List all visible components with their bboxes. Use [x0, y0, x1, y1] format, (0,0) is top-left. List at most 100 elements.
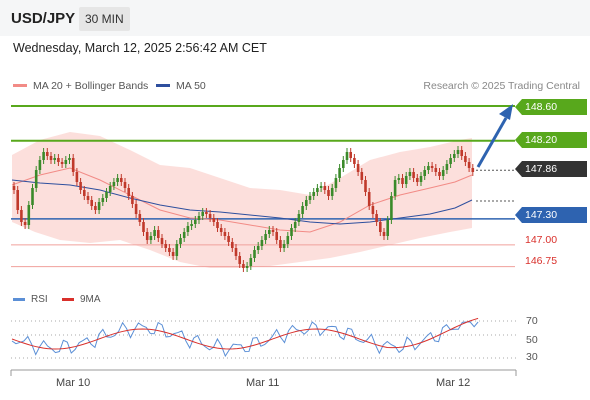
candle-body: [234, 248, 238, 256]
candle-body: [42, 152, 45, 160]
candle-body: [245, 266, 249, 268]
candle-body: [53, 158, 56, 160]
ma20-label: MA 20 + Bollinger Bands: [33, 80, 149, 92]
bollinger-band: [12, 132, 472, 268]
candle-body: [27, 205, 31, 225]
ma20-line: [11, 167, 473, 233]
candle-body: [330, 188, 334, 196]
candle-body: [471, 168, 475, 172]
candle-body: [319, 186, 323, 188]
level-label-148-60: 148.60: [515, 99, 587, 115]
candle-body: [441, 170, 445, 176]
candle-body: [83, 190, 86, 196]
candle-body: [34, 170, 38, 188]
candle-body: [371, 206, 375, 214]
candle-body: [323, 186, 327, 190]
candle-body: [293, 222, 297, 228]
level-label-148-20: 148.20: [515, 132, 587, 148]
candle-body: [275, 232, 278, 240]
candle-body: [112, 182, 116, 186]
candle-body: [353, 158, 356, 164]
candle-body: [393, 180, 397, 196]
candle-body: [145, 232, 149, 240]
candle-body: [256, 246, 260, 250]
candle-body: [260, 240, 264, 246]
rsi-ma9-line: [11, 317, 479, 350]
candle-body: [382, 232, 386, 236]
candle-body: [101, 198, 105, 202]
candle-body: [305, 200, 308, 206]
candle-body: [179, 238, 182, 244]
ma9-swatch: [62, 297, 74, 301]
candle-body: [49, 156, 53, 160]
x-label-mar11: Mar 11: [246, 377, 280, 389]
candle-body: [349, 152, 352, 158]
candle-body: [216, 222, 219, 228]
candle-body: [46, 152, 49, 156]
rsi-label: RSI: [31, 294, 48, 305]
level-label-pivot: 147.30: [515, 207, 587, 223]
candle-body: [20, 210, 23, 222]
candle-body: [16, 190, 19, 210]
candle-body: [453, 154, 456, 158]
candle-body: [186, 226, 190, 232]
candle-body: [438, 172, 441, 176]
rsi-level-50: 50: [526, 334, 538, 346]
level-label-147-00: 147.00: [525, 234, 558, 246]
candle-body: [127, 188, 130, 196]
candle-body: [271, 230, 275, 232]
ma50-line: [11, 179, 473, 225]
candle-body: [334, 178, 338, 188]
candle-body: [23, 222, 27, 225]
source-credit: Research © 2025 Trading Central: [423, 80, 580, 92]
candle-body: [279, 240, 282, 248]
candle-body: [249, 258, 253, 266]
candle-body: [120, 178, 123, 182]
candle-body: [467, 162, 471, 168]
candle-body: [312, 192, 315, 196]
candle-body: [153, 230, 156, 236]
candle-body: [423, 170, 426, 176]
candle-body: [60, 162, 64, 164]
ma9-label: 9MA: [80, 294, 101, 305]
candle-body: [268, 230, 271, 234]
candle-body: [227, 236, 230, 242]
candle-body: [86, 196, 90, 200]
candle-body: [253, 250, 256, 258]
candle-body: [419, 176, 423, 182]
rsi-level-70: 70: [526, 315, 538, 327]
candle-body: [105, 192, 108, 198]
candle-body: [205, 212, 208, 214]
candle-body: [464, 156, 467, 162]
legend-ma50: MA 50: [156, 80, 206, 92]
candle-body: [142, 222, 145, 232]
legend-ma20: MA 20 + Bollinger Bands: [13, 80, 148, 92]
candle-body: [308, 196, 312, 200]
x-label-mar12: Mar 12: [436, 377, 471, 389]
candle-body: [238, 256, 241, 264]
candle-body: [219, 228, 223, 232]
timeframe-button[interactable]: 30 MIN: [79, 7, 130, 31]
candle-body: [397, 178, 401, 180]
rsi-line: [11, 321, 479, 358]
candle-body: [190, 224, 193, 226]
candle-body: [367, 192, 371, 206]
candle-body: [175, 244, 179, 256]
candle-body: [445, 164, 449, 170]
candle-body: [201, 212, 204, 216]
candle-body: [434, 168, 438, 172]
candle-body: [231, 242, 234, 248]
candle-body: [97, 202, 101, 210]
candle-body: [108, 186, 112, 192]
rsi-swatch: [13, 297, 25, 301]
ma20-swatch: [13, 83, 27, 87]
candle-body: [123, 182, 127, 188]
candle-body: [342, 160, 345, 168]
candle-body: [68, 158, 71, 160]
timestamp: Wednesday, March 12, 2025 2:56:42 AM CET: [13, 41, 267, 55]
candle-body: [116, 178, 119, 182]
candle-body: [149, 236, 153, 240]
candle-body: [297, 214, 301, 222]
candle-body: [131, 196, 134, 204]
